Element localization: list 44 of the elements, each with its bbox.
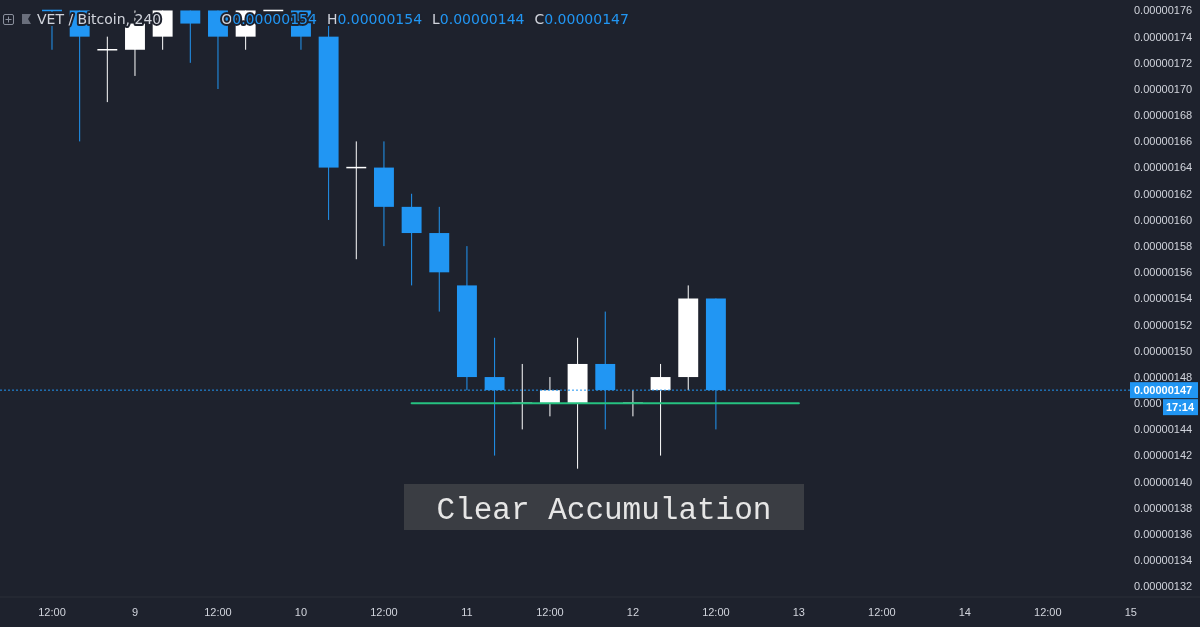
y-tick-label: 0.00000136 xyxy=(1134,528,1193,541)
y-tick-label: 0.00000174 xyxy=(1134,30,1193,43)
candlestick xyxy=(650,363,671,457)
x-tick-label: 14 xyxy=(958,606,971,618)
x-tick-label: 12:00 xyxy=(38,606,66,618)
x-tick-label: 12:00 xyxy=(1034,606,1062,618)
x-tick-label: 12:00 xyxy=(204,606,232,618)
candlestick xyxy=(345,140,367,260)
annotation: 17:14 xyxy=(1165,400,1195,413)
y-tick-label: 0.00000134 xyxy=(1134,554,1193,567)
x-tick-label: 12:00 xyxy=(702,606,730,618)
y-tick-label: 0.00000142 xyxy=(1134,449,1193,462)
y-tick-label: 0.00000172 xyxy=(1134,56,1193,69)
x-tick-label: 10 xyxy=(294,606,308,618)
y-tick-label: 0.00000150 xyxy=(1134,344,1193,357)
y-tick-label: 0.00000166 xyxy=(1134,135,1193,148)
annotation: Clear Accumulation xyxy=(436,492,772,528)
y-tick-label: 0.00000138 xyxy=(1134,501,1193,514)
x-tick-label: 12:00 xyxy=(868,606,896,618)
candlestick xyxy=(96,36,119,103)
y-tick-label: 0.00000144 xyxy=(1134,423,1193,436)
ref-line-label: 0.00000147 xyxy=(1134,383,1193,396)
x-tick-label: 12:00 xyxy=(536,606,564,618)
x-tick-label: 12:00 xyxy=(370,606,398,618)
y-tick-label: 0.00000176 xyxy=(1134,4,1193,17)
y-tick-label: 0.00000154 xyxy=(1134,292,1193,305)
x-tick-label: 13 xyxy=(792,606,806,618)
y-tick-label: 0.00000152 xyxy=(1134,318,1193,331)
y-tick-label: 0.00000164 xyxy=(1134,161,1193,174)
x-tick-label: 9 xyxy=(131,606,139,618)
y-tick-label: 0.00000168 xyxy=(1134,109,1193,122)
y-tick-label: 0.00000148 xyxy=(1134,370,1193,383)
x-tick-label: 12 xyxy=(626,606,640,618)
y-tick-label: 0.00000160 xyxy=(1134,213,1193,226)
y-tick-label: 0.000 xyxy=(1134,397,1162,410)
x-tick-label: 15 xyxy=(1124,606,1137,618)
x-tick-label: 11 xyxy=(461,606,473,618)
y-tick-label: 0.00000156 xyxy=(1134,266,1193,279)
y-tick-label: 0.00000170 xyxy=(1134,82,1193,95)
y-tick-label: 0.00000132 xyxy=(1134,580,1193,593)
candlestick xyxy=(180,9,201,64)
y-tick-label: 0.00000162 xyxy=(1134,187,1193,200)
y-tick-label: 0.00000140 xyxy=(1134,475,1193,488)
y-tick-label: 0.00000158 xyxy=(1134,239,1193,252)
